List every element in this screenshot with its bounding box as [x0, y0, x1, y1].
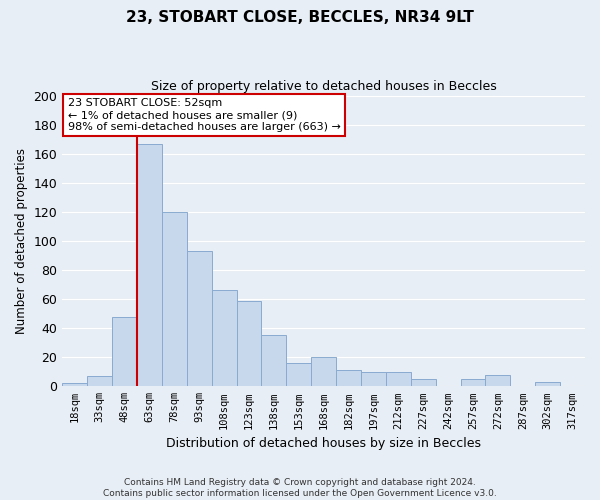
Y-axis label: Number of detached properties: Number of detached properties — [15, 148, 28, 334]
Bar — [286, 363, 311, 386]
Bar — [236, 300, 262, 386]
Bar — [311, 357, 336, 386]
Title: Size of property relative to detached houses in Beccles: Size of property relative to detached ho… — [151, 80, 497, 93]
Bar — [262, 336, 286, 386]
Bar — [485, 374, 511, 386]
Bar — [212, 290, 236, 386]
Bar — [87, 376, 112, 386]
Bar — [187, 251, 212, 386]
Bar — [112, 316, 137, 386]
Text: Contains HM Land Registry data © Crown copyright and database right 2024.
Contai: Contains HM Land Registry data © Crown c… — [103, 478, 497, 498]
X-axis label: Distribution of detached houses by size in Beccles: Distribution of detached houses by size … — [166, 437, 481, 450]
Text: 23 STOBART CLOSE: 52sqm
← 1% of detached houses are smaller (9)
98% of semi-deta: 23 STOBART CLOSE: 52sqm ← 1% of detached… — [68, 98, 340, 132]
Bar — [461, 379, 485, 386]
Text: 23, STOBART CLOSE, BECCLES, NR34 9LT: 23, STOBART CLOSE, BECCLES, NR34 9LT — [126, 10, 474, 25]
Bar — [411, 379, 436, 386]
Bar — [361, 372, 386, 386]
Bar — [62, 384, 87, 386]
Bar — [137, 144, 162, 386]
Bar — [535, 382, 560, 386]
Bar — [162, 212, 187, 386]
Bar — [336, 370, 361, 386]
Bar — [386, 372, 411, 386]
